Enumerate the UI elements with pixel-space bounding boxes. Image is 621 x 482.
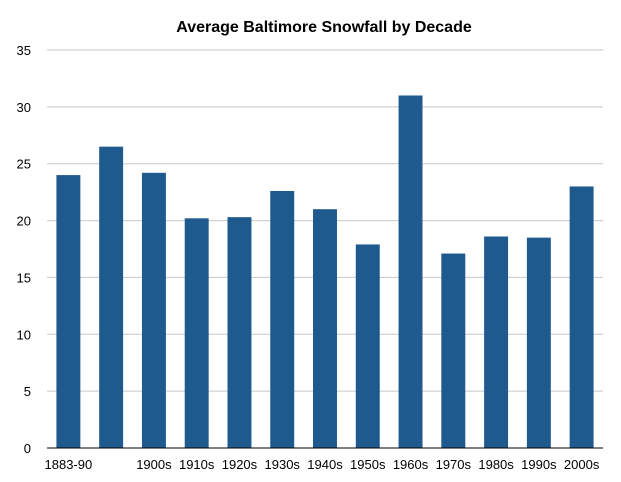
x-tick-label: 1950s [350, 457, 386, 472]
bar [355, 244, 380, 448]
x-tick-label: 2000s [564, 457, 600, 472]
bar [227, 217, 252, 448]
chart-title: Average Baltimore Snowfall by Decade [176, 19, 472, 36]
x-tick-label: 1980s [478, 457, 514, 472]
bar [398, 95, 423, 449]
bar [56, 175, 81, 448]
bar [569, 186, 594, 448]
bar [313, 209, 337, 448]
y-axis-ticks: 0 5 10 15 20 25 30 35 [17, 43, 31, 456]
y-tick-label: 0 [24, 441, 31, 456]
x-tick-label: 1990s [521, 457, 557, 472]
x-tick-label: 1960s [393, 457, 429, 472]
y-tick-label: 30 [17, 100, 31, 115]
bar [526, 237, 551, 448]
x-tick-label: 1910s [179, 457, 215, 472]
x-tick-label: 1930s [265, 457, 301, 472]
y-tick-label: 10 [17, 327, 31, 342]
bars [56, 95, 594, 449]
y-tick-label: 25 [17, 157, 31, 172]
bar [270, 191, 295, 448]
x-tick-label: 1920s [222, 457, 258, 472]
y-tick-label: 5 [24, 384, 31, 399]
x-axis-ticks: 1883-90 1900s 1910s 1920s 1930s 1940s 1950s 196… [45, 457, 600, 472]
bar [99, 146, 124, 448]
bar [441, 253, 466, 448]
bar [141, 172, 166, 448]
y-tick-label: 15 [17, 270, 31, 285]
x-tick-label: 1940s [307, 457, 343, 472]
x-tick-label: 1970s [436, 457, 472, 472]
bar [484, 236, 509, 448]
x-tick-label: 1900s [136, 457, 172, 472]
y-tick-label: 20 [17, 214, 31, 229]
x-tick-label: 1883-90 [45, 457, 93, 472]
bar [184, 218, 209, 448]
y-tick-label: 35 [17, 43, 31, 58]
